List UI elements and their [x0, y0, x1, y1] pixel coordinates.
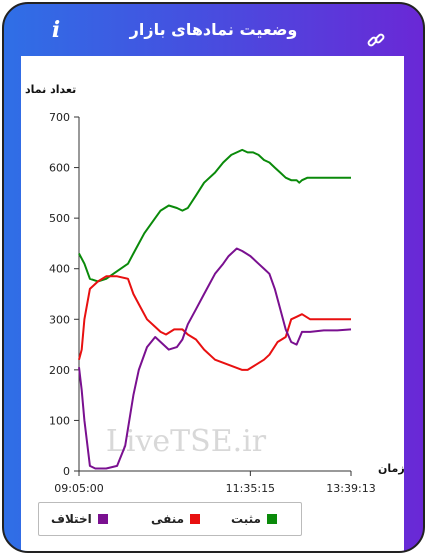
x-tick-label: 13:39:13: [326, 482, 375, 495]
x-tick-label: 09:05:00: [54, 482, 103, 495]
y-tick-label: 500: [49, 212, 70, 225]
y-axis-label: تعداد نماد: [25, 83, 76, 96]
legend-label-positive: مثبت: [231, 512, 261, 526]
legend-item-negative[interactable]: منفی: [151, 510, 201, 528]
legend-item-positive[interactable]: مثبت: [231, 510, 277, 528]
watermark: LiveTSE.ir: [106, 424, 267, 459]
y-tick-label: 600: [49, 162, 70, 175]
chart-card: LiveTSE.ir 0 100 200 300 400 500 600 700 09:05:0…: [21, 56, 404, 551]
line-chart: LiveTSE.ir 0 100 200 300 400 500 600 700 09:05:0…: [25, 83, 404, 495]
series-line-2: [78, 247, 352, 470]
y-tick-label: 100: [49, 414, 70, 427]
x-axis-label: زمان: [378, 462, 404, 475]
series-line-1: [78, 275, 351, 371]
legend-label-diff: اختلاف: [51, 512, 92, 526]
y-tick-label: 700: [49, 111, 70, 124]
widget-title: وضعیت نمادهای بازار: [129, 20, 298, 39]
link-icon[interactable]: [366, 30, 386, 50]
legend-swatch-negative: [190, 514, 201, 524]
legend-swatch-positive: [266, 514, 277, 524]
y-tick-label: 200: [49, 364, 70, 377]
legend-item-diff[interactable]: اختلاف: [51, 510, 108, 528]
header-bar: وضعیت نمادهای بازار i: [4, 4, 423, 56]
legend-swatch-diff: [97, 514, 108, 524]
info-icon[interactable]: i: [51, 17, 61, 43]
chart-legend: اختلاف منفی مثبت: [38, 502, 302, 536]
series-line-0: [78, 148, 351, 283]
y-tick-label: 300: [49, 313, 70, 326]
y-tick-label: 0: [63, 465, 70, 478]
legend-label-negative: منفی: [151, 512, 185, 526]
x-tick-label: 11:35:15: [226, 482, 275, 495]
y-tick-label: 400: [49, 263, 70, 276]
